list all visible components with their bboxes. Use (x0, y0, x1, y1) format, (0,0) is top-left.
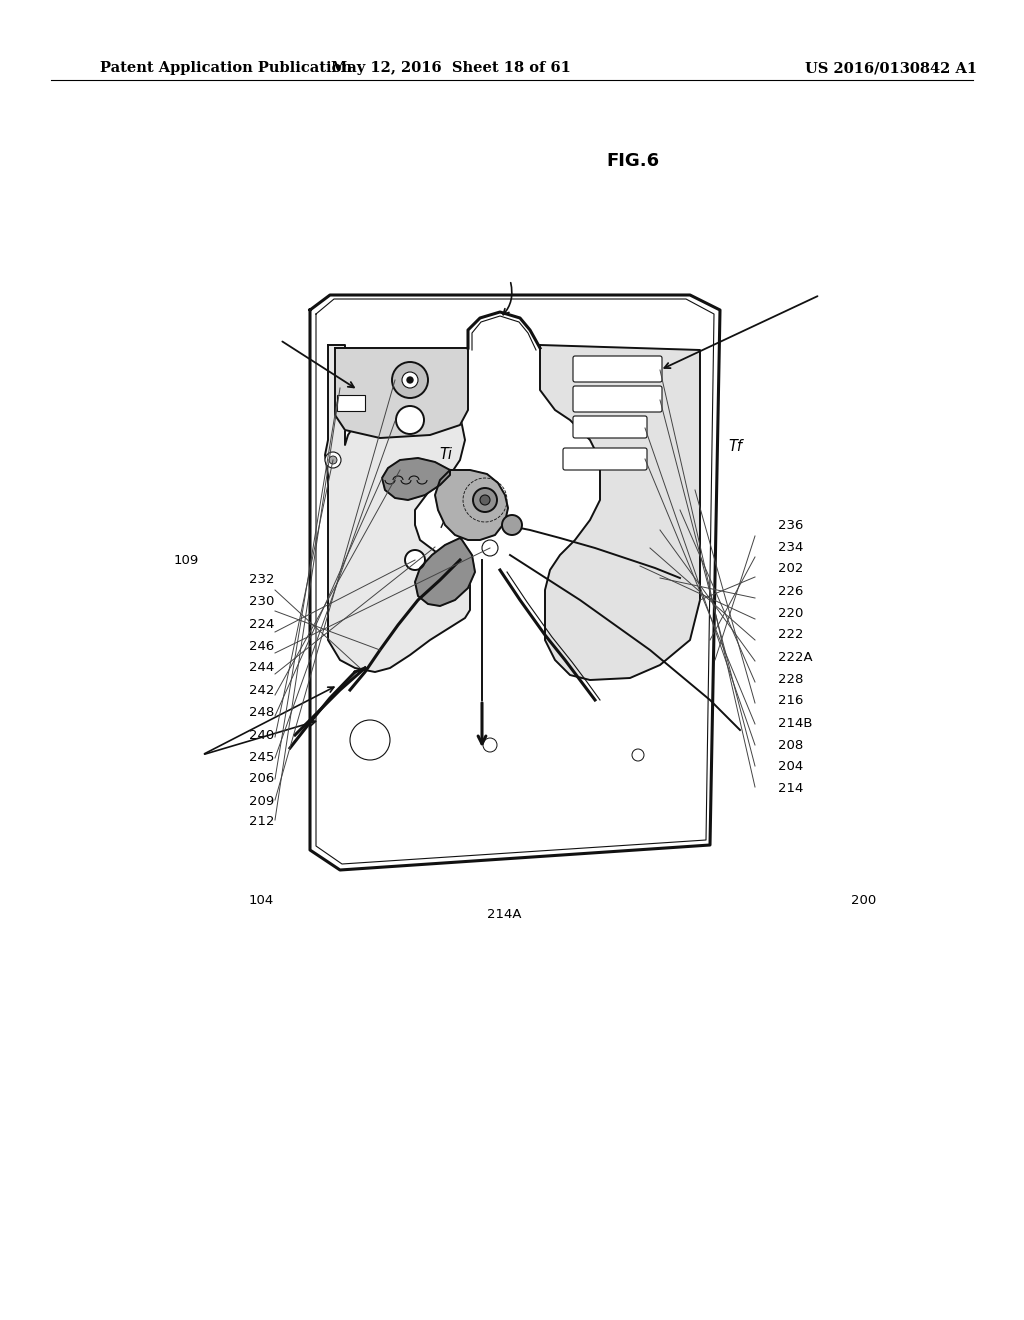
Text: 222: 222 (778, 628, 804, 642)
Text: 234: 234 (778, 541, 804, 554)
Circle shape (482, 540, 498, 556)
Text: 242: 242 (249, 684, 274, 697)
FancyBboxPatch shape (563, 447, 647, 470)
Circle shape (407, 378, 413, 383)
Text: 220: 220 (778, 607, 804, 620)
Text: 248: 248 (249, 706, 274, 719)
Text: 206: 206 (249, 772, 274, 785)
Text: 230: 230 (249, 595, 274, 609)
Text: 209: 209 (249, 795, 274, 808)
Circle shape (502, 515, 522, 535)
Bar (337, 395, 365, 411)
Text: 222A: 222A (778, 651, 813, 664)
FancyBboxPatch shape (573, 416, 647, 438)
Text: 204: 204 (778, 760, 804, 774)
Text: 236: 236 (778, 519, 804, 532)
Text: 214: 214 (778, 781, 804, 795)
Text: 200: 200 (851, 894, 876, 907)
Text: Patent Application Publication: Patent Application Publication (100, 61, 352, 75)
Text: 216: 216 (778, 694, 804, 708)
Text: 226: 226 (778, 585, 804, 598)
Text: 202: 202 (778, 562, 804, 576)
Text: 214A: 214A (486, 908, 521, 921)
Text: 109: 109 (174, 554, 199, 568)
Text: 224: 224 (249, 618, 274, 631)
Polygon shape (435, 470, 508, 540)
Text: 228: 228 (778, 673, 804, 686)
Circle shape (480, 495, 490, 506)
Circle shape (329, 455, 337, 465)
Text: 246: 246 (249, 640, 274, 653)
Text: 212: 212 (249, 814, 274, 828)
Circle shape (396, 407, 424, 434)
Text: 245: 245 (249, 751, 274, 764)
Text: 104: 104 (249, 894, 273, 907)
Text: Ti: Ti (439, 446, 452, 462)
FancyBboxPatch shape (573, 385, 662, 412)
Circle shape (483, 738, 497, 752)
Polygon shape (415, 539, 475, 606)
Circle shape (406, 550, 425, 570)
Polygon shape (540, 345, 700, 680)
Circle shape (632, 748, 644, 762)
Circle shape (325, 451, 341, 469)
Text: 244: 244 (249, 661, 274, 675)
Text: 232: 232 (249, 573, 274, 586)
FancyBboxPatch shape (573, 356, 662, 381)
Polygon shape (325, 345, 470, 672)
Polygon shape (382, 458, 450, 500)
Text: 208: 208 (778, 739, 804, 752)
Text: 214B: 214B (778, 717, 813, 730)
Polygon shape (335, 348, 468, 438)
Circle shape (392, 362, 428, 399)
Text: FIG.6: FIG.6 (606, 152, 659, 170)
Circle shape (402, 372, 418, 388)
Text: 240: 240 (249, 729, 274, 742)
Circle shape (473, 488, 497, 512)
Text: Tf: Tf (728, 438, 742, 454)
Circle shape (350, 719, 390, 760)
Text: May 12, 2016  Sheet 18 of 61: May 12, 2016 Sheet 18 of 61 (331, 61, 570, 75)
Text: US 2016/0130842 A1: US 2016/0130842 A1 (805, 61, 977, 75)
